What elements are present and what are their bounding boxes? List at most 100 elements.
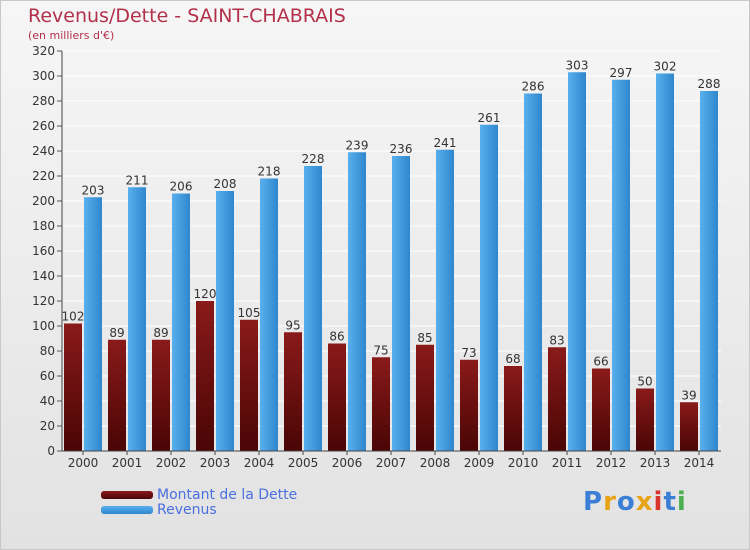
- bar-dette: [548, 347, 566, 451]
- data-label-revenus: 302: [654, 60, 677, 74]
- x-tick-label: 2007: [376, 456, 407, 470]
- bars: [64, 72, 718, 451]
- logo-letter: i: [676, 487, 687, 517]
- x-tick-label: 2003: [200, 456, 231, 470]
- x-tick-label: 2011: [552, 456, 583, 470]
- data-label-revenus: 288: [698, 77, 721, 91]
- bar-revenus: [700, 91, 718, 451]
- x-tick-label: 2008: [420, 456, 451, 470]
- logo-letter: o: [616, 487, 636, 517]
- data-label-dette: 89: [109, 326, 124, 340]
- data-label-dette: 86: [329, 330, 344, 344]
- data-label-revenus: 286: [522, 80, 545, 94]
- data-label-dette: 73: [461, 346, 476, 360]
- bar-revenus: [348, 152, 366, 451]
- y-tick-label: 20: [40, 419, 55, 433]
- bar-revenus: [436, 149, 454, 451]
- bar-revenus: [612, 79, 630, 451]
- x-tick-label: 2000: [68, 456, 99, 470]
- x-tick-label: 2010: [508, 456, 539, 470]
- data-label-revenus: 228: [302, 152, 325, 166]
- y-tick-label: 160: [32, 244, 55, 258]
- data-label-revenus: 297: [610, 66, 633, 80]
- y-tick-label: 260: [32, 119, 55, 133]
- x-tick-label: 2012: [596, 456, 627, 470]
- y-tick-label: 220: [32, 169, 55, 183]
- y-tick-label: 300: [32, 69, 55, 83]
- y-tick-label: 140: [32, 269, 55, 283]
- legend-item-dette: Montant de la Dette: [101, 487, 297, 503]
- data-label-dette: 105: [238, 306, 261, 320]
- bar-revenus: [656, 73, 674, 451]
- bar-dette: [636, 388, 654, 451]
- data-label-revenus: 261: [478, 111, 501, 125]
- bar-dette: [372, 357, 390, 451]
- bar-revenus: [568, 72, 586, 451]
- bar-dette: [108, 339, 126, 451]
- chart-title: Revenus/Dette - SAINT-CHABRAIS: [28, 5, 346, 27]
- labels: 102 203 89 211 89 206 120 208 105 218 95 228 86 239 75…: [62, 58, 721, 402]
- x-tick-label: 2001: [112, 456, 143, 470]
- bar-revenus: [304, 166, 322, 451]
- data-label-revenus: 208: [214, 177, 237, 191]
- logo-letter: t: [663, 487, 677, 517]
- bar-dette: [504, 366, 522, 451]
- bar-dette: [592, 368, 610, 451]
- logo-letter: i: [653, 487, 664, 517]
- axes: 0 20 40 60 80 100 120 140 160 180 200 220 240 260 280 3…: [32, 44, 721, 470]
- proxiti-logo: Proxiti: [583, 487, 687, 517]
- bar-revenus: [172, 193, 190, 451]
- data-label-dette: 85: [417, 331, 432, 345]
- data-label-revenus: 239: [346, 138, 369, 152]
- legend-label-dette: Montant de la Dette: [157, 487, 298, 503]
- y-tick-label: 200: [32, 194, 55, 208]
- bar-revenus: [260, 178, 278, 451]
- data-label-revenus: 206: [170, 180, 193, 194]
- bar-dette: [284, 332, 302, 451]
- y-tick-label: 280: [32, 94, 55, 108]
- data-label-dette: 120: [194, 287, 217, 301]
- y-tick-label: 80: [40, 344, 55, 358]
- data-label-revenus: 211: [126, 173, 149, 187]
- y-tick-label: 0: [47, 444, 55, 458]
- data-label-dette: 75: [373, 343, 388, 357]
- logo-letter: r: [603, 487, 617, 517]
- data-label-dette: 95: [285, 318, 300, 332]
- bar-dette: [680, 402, 698, 451]
- bar-revenus: [480, 124, 498, 451]
- data-label-dette: 89: [153, 326, 168, 340]
- x-tick-label: 2013: [640, 456, 671, 470]
- data-label-dette: 39: [681, 388, 696, 402]
- bar-revenus: [524, 93, 542, 451]
- legend-swatch-dette: [101, 491, 153, 499]
- bar-dette: [240, 319, 258, 451]
- bar-dette: [196, 301, 214, 451]
- data-label-dette: 102: [62, 310, 85, 324]
- x-tick-label: 2006: [332, 456, 363, 470]
- gridlines: [62, 50, 721, 452]
- bar-dette: [328, 343, 346, 451]
- bar-dette: [416, 344, 434, 451]
- y-tick-label: 180: [32, 219, 55, 233]
- x-tick-label: 2004: [244, 456, 275, 470]
- data-label-dette: 68: [505, 352, 520, 366]
- bar-dette: [152, 339, 170, 451]
- bar-dette: [64, 323, 82, 451]
- data-label-dette: 83: [549, 333, 564, 347]
- bar-dette: [460, 359, 478, 451]
- x-tick-label: 2009: [464, 456, 495, 470]
- y-tick-label: 240: [32, 144, 55, 158]
- bar-revenus: [392, 156, 410, 451]
- legend-label-revenus: Revenus: [157, 502, 217, 518]
- x-tick-label: 2014: [684, 456, 715, 470]
- y-tick-label: 100: [32, 319, 55, 333]
- data-label-revenus: 303: [566, 58, 589, 72]
- bar-revenus: [84, 197, 102, 451]
- data-label-revenus: 203: [82, 183, 105, 197]
- data-label-revenus: 241: [434, 136, 457, 150]
- data-label-dette: 66: [593, 355, 608, 369]
- bar-revenus: [128, 187, 146, 451]
- x-tick-label: 2005: [288, 456, 319, 470]
